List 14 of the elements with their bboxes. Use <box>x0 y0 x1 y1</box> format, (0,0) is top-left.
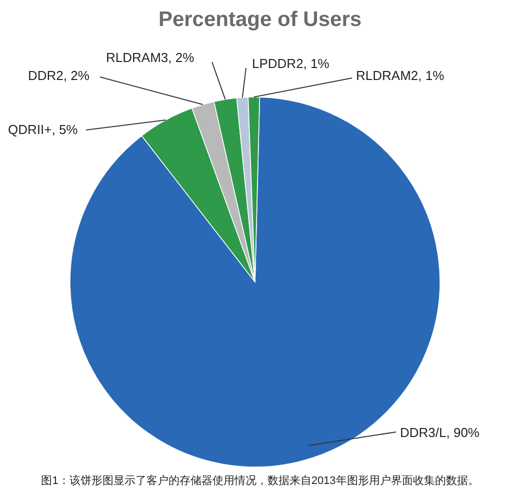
data-label: , 1% <box>418 68 445 83</box>
data-label: , 90% <box>446 425 480 440</box>
data-label: , 2% <box>168 50 195 65</box>
chart-title: Percentage of Users <box>158 8 362 31</box>
slice-label: RLDRAM2 <box>356 68 418 83</box>
slice-label: QDRII+ <box>8 122 52 137</box>
slice-label: DDR3/L <box>400 425 446 440</box>
slice-label: LPDDR2 <box>252 56 304 71</box>
data-label: , 2% <box>63 68 90 83</box>
slice-label: DDR2 <box>28 68 64 83</box>
data-label: , 1% <box>303 56 330 71</box>
data-label: , 5% <box>52 122 78 137</box>
caption: 图1：该饼形图显示了客户的存储器使用情况，数据来自2013年图形用户界面收集的数据。 <box>41 474 479 487</box>
slice-label: RLDRAM3 <box>106 50 168 65</box>
